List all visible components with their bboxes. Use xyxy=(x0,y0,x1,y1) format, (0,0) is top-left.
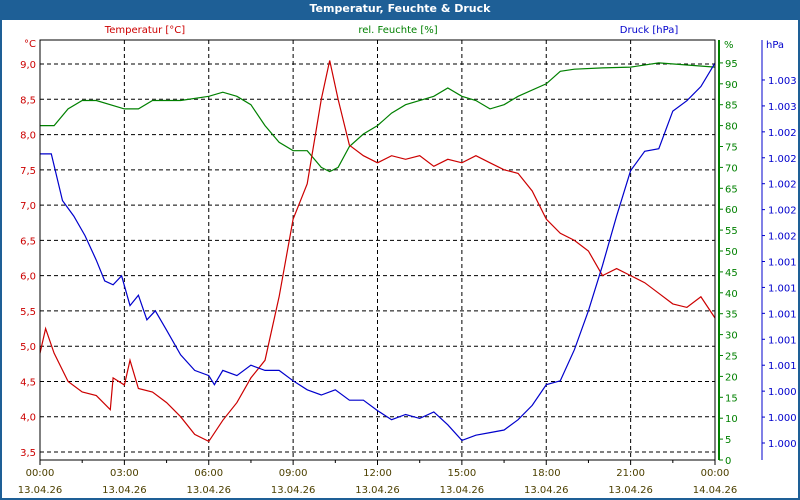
temperature-tick-label: 8,5 xyxy=(20,95,36,106)
x-tick-time: 00:00 xyxy=(26,468,55,479)
humidity-tick-label: 35 xyxy=(725,310,738,321)
temperature-tick-label: 4,5 xyxy=(20,377,36,388)
humidity-tick-label: 65 xyxy=(725,184,738,195)
humidity-tick-label: 80 xyxy=(725,122,738,133)
x-tick-date: 14.04.26 xyxy=(693,485,738,496)
humidity-tick-label: 30 xyxy=(725,331,738,342)
humidity-tick-label: 25 xyxy=(725,352,738,363)
humidity-tick-label: 85 xyxy=(725,101,738,112)
humidity-tick-label: 0 xyxy=(725,456,731,467)
temperature-tick-label: 7,5 xyxy=(20,166,36,177)
x-tick-time: 21:00 xyxy=(616,468,645,479)
series-line-temperature xyxy=(39,60,716,443)
pressure-tick-label: 1.002 xyxy=(768,154,797,165)
temperature-tick-label: 7,0 xyxy=(20,201,36,212)
x-tick-time: 03:00 xyxy=(110,468,139,479)
temperature-tick-label: 5,0 xyxy=(20,342,36,353)
humidity-tick-label: 15 xyxy=(725,393,738,404)
x-tick-date: 13.04.26 xyxy=(271,485,316,496)
humidity-tick-label: 90 xyxy=(725,80,738,91)
x-tick-date: 13.04.26 xyxy=(355,485,400,496)
pressure-axis-unit: hPa xyxy=(766,40,784,51)
pressure-tick-label: 1.002 xyxy=(768,206,797,217)
window-title: Temperatur, Feuchte & Druck xyxy=(0,0,800,20)
series-line-pressure xyxy=(40,62,716,442)
temperature-axis-unit: °C xyxy=(24,39,36,50)
x-tick-date: 13.04.26 xyxy=(18,485,63,496)
x-tick-time: 12:00 xyxy=(363,468,392,479)
humidity-tick-label: 20 xyxy=(725,372,738,383)
x-tick-date: 13.04.26 xyxy=(608,485,653,496)
legend-temperature: Temperatur [°C] xyxy=(104,25,185,36)
pressure-tick-label: 1.000 xyxy=(768,439,797,450)
temperature-tick-label: 5,5 xyxy=(20,307,36,318)
legend-humidity: rel. Feuchte [%] xyxy=(358,25,437,36)
humidity-tick-label: 5 xyxy=(725,435,731,446)
humidity-tick-label: 45 xyxy=(725,268,738,279)
humidity-tick-label: 95 xyxy=(725,59,738,70)
x-tick-date: 13.04.26 xyxy=(524,485,569,496)
x-tick-date: 13.04.26 xyxy=(440,485,485,496)
pressure-tick-label: 1.001 xyxy=(768,335,797,346)
humidity-tick-label: 75 xyxy=(725,143,738,154)
pressure-tick-label: 1.002 xyxy=(768,180,797,191)
humidity-tick-label: 40 xyxy=(725,289,738,300)
pressure-tick-label: 1.001 xyxy=(768,309,797,320)
humidity-tick-label: 60 xyxy=(725,205,738,216)
x-tick-time: 06:00 xyxy=(194,468,223,479)
temperature-tick-label: 3,5 xyxy=(20,448,36,459)
temperature-tick-label: 6,5 xyxy=(20,236,36,247)
pressure-tick-label: 1.001 xyxy=(768,257,797,268)
series-line-humidity xyxy=(40,62,716,173)
pressure-tick-label: 1.000 xyxy=(768,387,797,398)
temperature-tick-label: 8,0 xyxy=(20,131,36,142)
x-tick-time: 09:00 xyxy=(279,468,308,479)
humidity-axis-unit: % xyxy=(724,40,734,51)
pressure-tick-label: 1.001 xyxy=(768,361,797,372)
humidity-tick-label: 55 xyxy=(725,226,738,237)
pressure-tick-label: 1.003 xyxy=(768,76,797,87)
x-tick-time: 18:00 xyxy=(532,468,561,479)
pressure-tick-label: 1.003 xyxy=(768,102,797,113)
x-tick-date: 13.04.26 xyxy=(186,485,231,496)
pressure-tick-label: 1.001 xyxy=(768,283,797,294)
x-tick-date: 13.04.26 xyxy=(102,485,147,496)
temperature-tick-label: 9,0 xyxy=(20,60,36,71)
x-tick-time: 00:00 xyxy=(701,468,730,479)
pressure-tick-label: 1.002 xyxy=(768,128,797,139)
humidity-tick-label: 10 xyxy=(725,414,738,425)
temperature-tick-label: 4,0 xyxy=(20,413,36,424)
plot-frame xyxy=(39,39,716,461)
pressure-tick-label: 1.000 xyxy=(768,413,797,424)
legend-pressure: Druck [hPa] xyxy=(620,25,679,36)
humidity-tick-label: 50 xyxy=(725,247,738,258)
pressure-tick-label: 1.002 xyxy=(768,232,797,243)
temperature-tick-label: 6,0 xyxy=(20,272,36,283)
humidity-tick-label: 70 xyxy=(725,163,738,174)
x-tick-time: 15:00 xyxy=(447,468,476,479)
